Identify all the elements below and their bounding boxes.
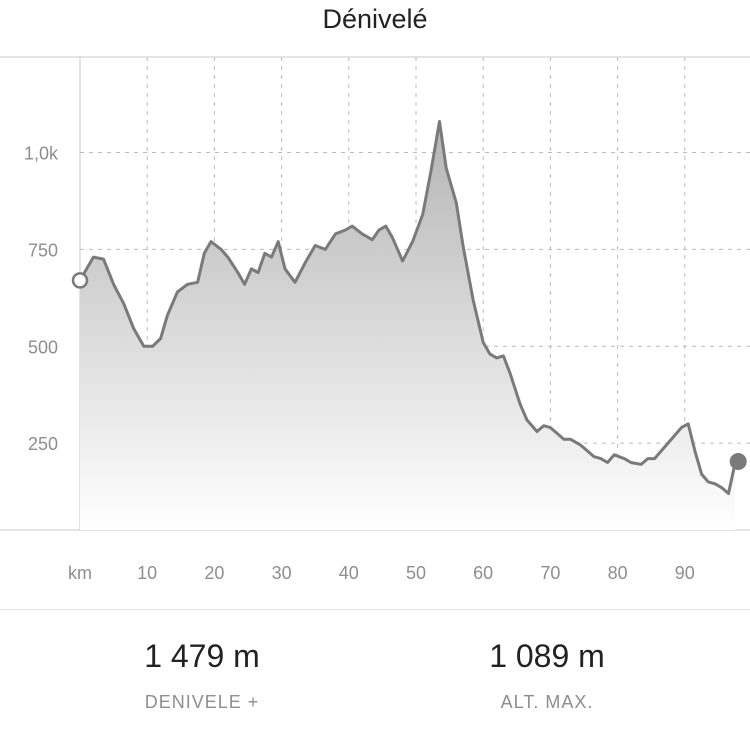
elevation-chart: 250 500 750 1,0k km 10 20 30 40 50 60 70 80 90 — [0, 56, 750, 610]
start-marker — [71, 272, 89, 289]
x-tick-label: 60 — [473, 563, 493, 583]
elevation-line — [78, 120, 737, 495]
y-tick-label: 750 — [28, 240, 58, 260]
chart-title: Dénivelé — [322, 4, 428, 34]
x-tick-label: 80 — [608, 563, 628, 583]
x-tick-label: 30 — [272, 563, 292, 583]
y-tick-label: 250 — [28, 434, 58, 454]
y-tick-label: 500 — [28, 337, 58, 357]
x-axis-unit-label: km — [68, 563, 92, 583]
max-altitude-label: ALT. MAX. — [500, 692, 594, 712]
elevation-gain-label: DENIVELE + — [144, 692, 260, 712]
x-tick-label: 20 — [204, 563, 224, 583]
x-tick-label: 40 — [339, 563, 359, 583]
x-tick-label: 10 — [137, 563, 157, 583]
x-tick-label: 90 — [675, 563, 695, 583]
max-altitude-value: 1 089 m — [489, 638, 605, 674]
x-tick-label: 70 — [540, 563, 560, 583]
elevation-area — [80, 121, 736, 530]
elevation-gain-value: 1 479 m — [144, 638, 260, 674]
y-tick-label: 1,0k — [24, 144, 59, 164]
x-tick-label: 50 — [406, 563, 426, 583]
end-marker — [729, 453, 747, 470]
